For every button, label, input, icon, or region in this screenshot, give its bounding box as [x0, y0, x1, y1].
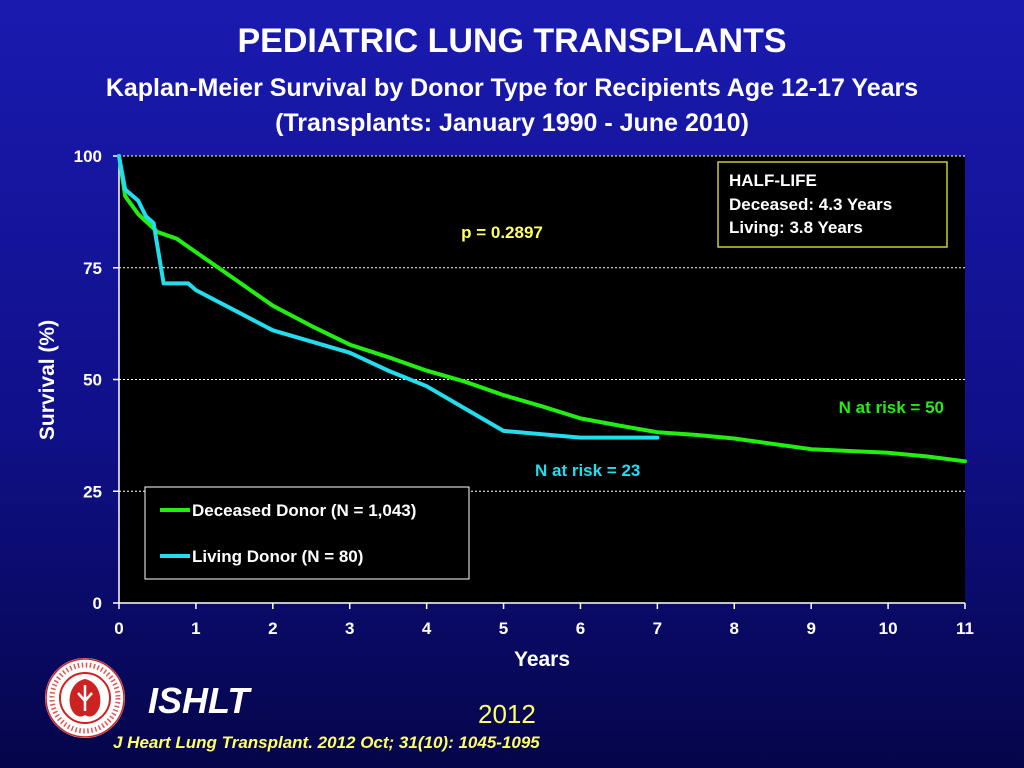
- x-tick-label: 5: [499, 619, 508, 638]
- half-life-living: Living: 3.8 Years: [729, 218, 863, 237]
- x-tick-label: 9: [806, 619, 815, 638]
- series-line-deceased: [117, 154, 967, 464]
- x-tick-label: 4: [422, 619, 432, 638]
- x-tick-label: 6: [576, 619, 585, 638]
- series-layer: [117, 154, 967, 464]
- x-axis-label: Years: [514, 648, 570, 671]
- citation: J Heart Lung Transplant. 2012 Oct; 31(10…: [113, 733, 540, 752]
- y-axis-label: Survival (%): [36, 320, 59, 440]
- org-name: ISHLT: [148, 680, 250, 721]
- n-at-risk-deceased: N at risk = 50: [839, 398, 944, 417]
- half-life-frame: [717, 161, 948, 248]
- x-tick-label: 1: [191, 619, 200, 638]
- y-tick-label: 75: [83, 259, 102, 278]
- n-at-risk-living: N at risk = 23: [535, 461, 640, 480]
- x-tick-label: 7: [653, 619, 662, 638]
- axis-ticks: 0 25 50 75 100 0 1 2 3 4 5 6 7 8 9 10 11: [74, 147, 974, 638]
- legend-frame: [144, 486, 470, 580]
- y-tick-label: 0: [93, 594, 102, 613]
- half-life-title: HALF-LIFE: [729, 171, 817, 190]
- ishlt-logo-icon: [44, 657, 126, 739]
- chart-subtitle: Kaplan-Meier Survival by Donor Type for …: [105, 74, 919, 102]
- half-life-deceased: Deceased: 4.3 Years: [729, 195, 892, 214]
- p-value-label: p = 0.2897: [461, 223, 543, 242]
- x-tick-label: 8: [730, 619, 739, 638]
- x-tick-label: 2: [268, 619, 277, 638]
- legend-label-deceased: Deceased Donor (N = 1,043): [192, 501, 416, 520]
- y-tick-label: 50: [83, 371, 102, 390]
- half-life-box: HALF-LIFE Deceased: 4.3 Years Living: 3.…: [717, 161, 948, 248]
- x-tick-label: 10: [879, 619, 898, 638]
- page-title: PEDIATRIC LUNG TRANSPLANTS: [237, 22, 787, 60]
- legend: Deceased Donor (N = 1,043) Living Donor …: [144, 486, 470, 580]
- legend-label-living: Living Donor (N = 80): [192, 547, 363, 566]
- x-tick-label: 3: [345, 619, 354, 638]
- y-tick-label: 25: [83, 482, 102, 501]
- y-tick-label: 100: [74, 147, 102, 166]
- x-tick-label: 11: [956, 619, 974, 638]
- year-label: 2012: [478, 699, 536, 729]
- chart-period: (Transplants: January 1990 - June 2010): [275, 109, 749, 137]
- series-line-living: [117, 154, 660, 440]
- x-tick-label: 0: [114, 619, 123, 638]
